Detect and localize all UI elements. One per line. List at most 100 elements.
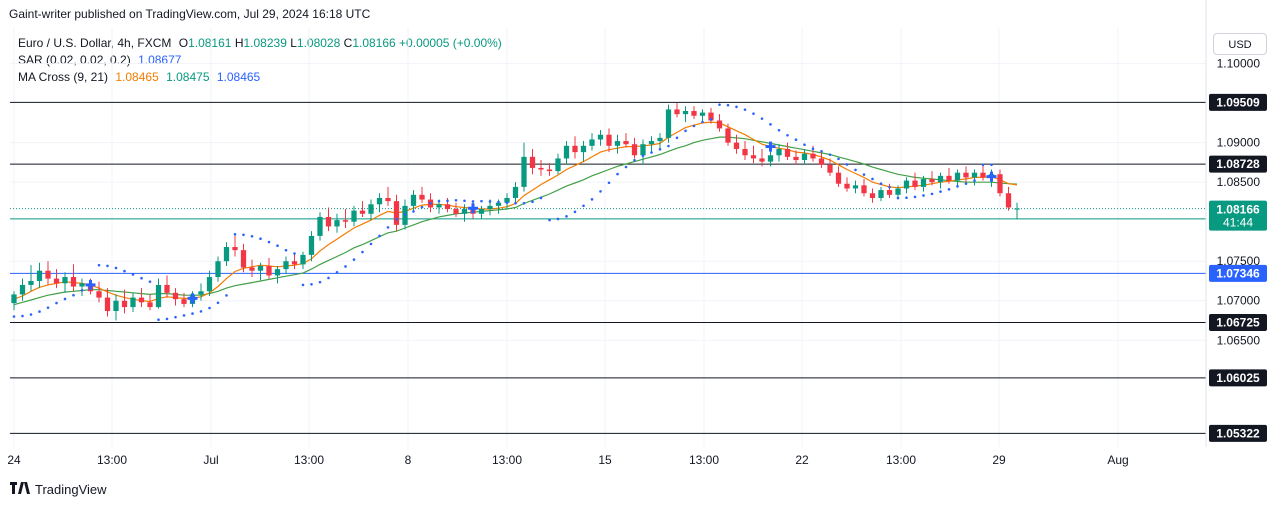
- level-price-label: 1.06025: [1216, 371, 1260, 385]
- time-tick-label: 13:00: [886, 453, 916, 467]
- symbol-title: Euro / U.S. Dollar, 4h, FXCM: [18, 36, 172, 50]
- candle: [342, 209, 349, 229]
- time-tick-label: 13:00: [689, 453, 719, 467]
- candle: [181, 292, 187, 308]
- candle-body: [699, 112, 706, 116]
- level-price-label: 1.06725: [1216, 315, 1260, 329]
- candle-body: [11, 294, 17, 304]
- time-tick-label: 13:00: [492, 453, 522, 467]
- sar-dot: [981, 163, 985, 167]
- candle: [878, 186, 884, 202]
- candle-body: [478, 209, 485, 214]
- candle-body: [376, 197, 383, 205]
- candle: [351, 205, 357, 227]
- candle-body: [869, 193, 876, 198]
- candle: [606, 128, 612, 153]
- candle: [776, 144, 782, 162]
- candle: [614, 134, 621, 154]
- candle-body: [878, 190, 884, 198]
- candle-body: [444, 204, 451, 210]
- sar-dot: [913, 195, 917, 199]
- candle-body: [223, 246, 230, 262]
- sar-dot: [548, 218, 551, 222]
- legend-ma-row: MA Cross (9, 21) 1.08465 1.08475 1.08465: [18, 69, 502, 86]
- sar-dot: [114, 266, 118, 270]
- candle-body: [70, 277, 77, 287]
- candle-body: [597, 134, 604, 140]
- sar-dot: [97, 263, 101, 267]
- candle: [631, 137, 638, 159]
- sar-dot: [327, 276, 330, 280]
- candle: [716, 114, 723, 132]
- candle: [206, 270, 213, 297]
- sar-dot: [429, 201, 432, 205]
- candle: [223, 242, 230, 266]
- moving-averages: [13, 121, 1018, 306]
- sar-dot: [743, 108, 747, 111]
- candle-body: [759, 158, 765, 162]
- sar-dot: [633, 158, 636, 162]
- candle: [861, 178, 867, 197]
- sar-dot: [437, 199, 441, 203]
- sar-dot: [616, 172, 619, 176]
- currency-button[interactable]: USD: [1213, 33, 1267, 55]
- candle: [172, 288, 179, 306]
- level-price-tag: [1209, 155, 1267, 173]
- candle-body: [393, 201, 400, 225]
- sar-dot: [12, 315, 16, 318]
- candle: [376, 193, 383, 213]
- sar-dot: [973, 179, 976, 182]
- level-price-tag: [1209, 264, 1267, 282]
- ma-cross-marker: [765, 141, 776, 152]
- candle: [793, 150, 799, 165]
- sar-dot: [369, 242, 373, 246]
- sar-dot: [658, 147, 662, 151]
- bar-countdown-label: 41:44: [1223, 216, 1253, 230]
- candle: [155, 278, 162, 309]
- candle-body: [912, 180, 918, 187]
- candle: [368, 199, 374, 221]
- sar-dot: [208, 306, 211, 310]
- candle-body: [172, 292, 179, 300]
- candle: [725, 123, 731, 146]
- ma-cross-marker: [187, 293, 198, 304]
- candle-body: [291, 261, 298, 265]
- level-price-tag: [1209, 424, 1267, 442]
- price-tick-label: 1.07000: [1217, 294, 1261, 308]
- sar-dot: [811, 147, 815, 151]
- sar-dot: [582, 204, 585, 208]
- sar-dot: [760, 117, 764, 120]
- candle: [546, 163, 553, 176]
- candle: [96, 281, 102, 303]
- sar-dot: [38, 310, 41, 313]
- candle-body: [504, 197, 510, 203]
- candle-body: [147, 302, 153, 308]
- price-tick-label: 1.06500: [1217, 333, 1261, 347]
- candle-body: [198, 291, 204, 295]
- candle: [138, 288, 145, 308]
- candle: [19, 278, 26, 301]
- candle-body: [300, 254, 306, 265]
- candle: [70, 264, 77, 292]
- candle-body: [79, 283, 85, 287]
- candle-body: [249, 267, 255, 271]
- watermark-text: TradingView: [35, 482, 107, 497]
- candle: [512, 182, 519, 203]
- candle: [657, 133, 663, 149]
- candle: [708, 107, 714, 124]
- sar-dot: [471, 200, 475, 203]
- candle-body: [240, 250, 247, 268]
- candle-body: [827, 164, 833, 173]
- candle: [461, 204, 468, 222]
- tradingview-watermark[interactable]: TradingView: [10, 482, 107, 497]
- candle: [954, 169, 961, 186]
- candle-body: [725, 128, 731, 143]
- candle: [929, 171, 935, 186]
- sar-dot: [199, 310, 203, 313]
- sar-dot: [454, 198, 458, 202]
- candle-body: [801, 153, 808, 161]
- candle: [104, 288, 111, 317]
- sar-dot: [412, 210, 415, 213]
- sar-dot: [63, 297, 67, 301]
